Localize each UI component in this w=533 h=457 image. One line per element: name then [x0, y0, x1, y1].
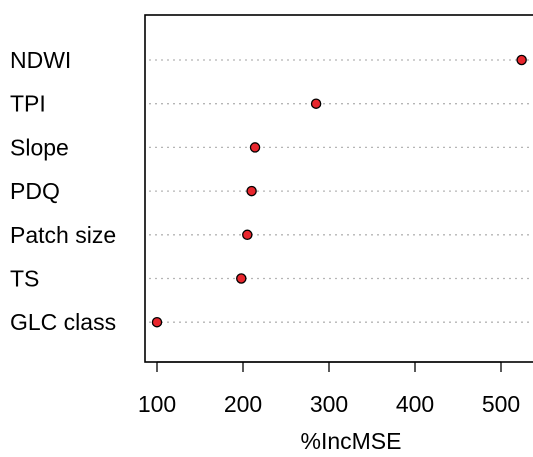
data-point-ndwi — [516, 54, 527, 66]
category-label-tpi: TPI — [10, 91, 46, 117]
category-labels: NDWI TPI Slope PDQ Patch size TS GLC class — [10, 47, 116, 335]
category-label-pdq: PDQ — [10, 178, 60, 204]
data-point-tpi — [310, 98, 322, 109]
data-points — [151, 54, 527, 328]
x-axis-title: %IncMSE — [301, 428, 402, 454]
plot-frame — [144, 14, 533, 363]
data-point-patch-size — [242, 229, 253, 241]
data-point-pdq — [246, 185, 257, 197]
data-point-ts — [236, 273, 247, 284]
data-point-glc-class — [151, 316, 163, 328]
category-label-glc-class: GLC class — [10, 309, 116, 335]
category-label-patch-size: Patch size — [10, 222, 116, 248]
x-tick-label-400: 400 — [396, 391, 434, 417]
category-label-ndwi: NDWI — [10, 47, 71, 73]
x-tick-label-300: 300 — [310, 391, 348, 417]
category-label-ts: TS — [10, 266, 39, 292]
x-tick-label-200: 200 — [224, 391, 262, 417]
x-tick-label-100: 100 — [138, 391, 176, 417]
x-axis: 100 200 300 400 500 — [138, 361, 520, 417]
data-point-slope — [249, 142, 261, 153]
category-label-slope: Slope — [10, 134, 69, 160]
guide-lines — [149, 59, 533, 323]
x-tick-label-500: 500 — [482, 391, 520, 417]
